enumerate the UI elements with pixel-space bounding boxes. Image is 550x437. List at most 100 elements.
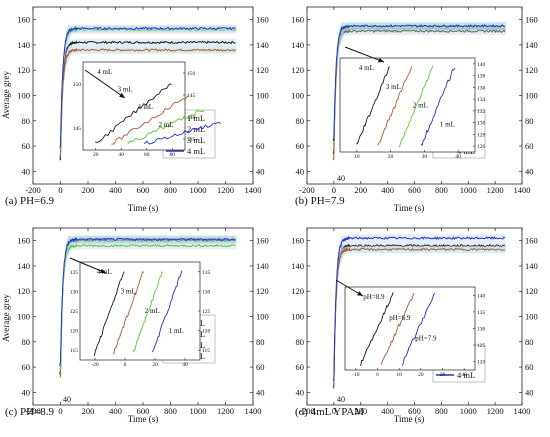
x-tick-label: 600	[408, 185, 421, 195]
y-tick-label: 40	[296, 166, 305, 176]
inset-line	[111, 95, 189, 145]
y-tick-label: 140	[291, 40, 304, 50]
inset-y-tick-label: 140	[477, 62, 486, 68]
x-tick-label: 400	[381, 185, 394, 195]
callout-arrowhead	[357, 291, 363, 296]
y-tick-label-right: 40	[525, 387, 534, 397]
y-axis-label: Average grey	[1, 70, 11, 119]
x-tick-label: 600	[408, 406, 421, 416]
inset-x-tick-label: 0	[124, 362, 127, 368]
y-tick-label-right: 160	[525, 236, 538, 246]
x-tick-label: 1400	[514, 406, 531, 416]
inset-y-tick-label: 150	[187, 71, 196, 77]
y-tick-label: 60	[296, 141, 305, 151]
y-tick-label: 80	[22, 337, 31, 347]
callout-arrow	[69, 257, 107, 274]
y-tick-label-right: 60	[256, 141, 265, 151]
panel-label: (d) 4mL YPAM	[295, 406, 364, 418]
y-tick-label-right: 160	[256, 236, 269, 246]
y-tick-label-right: 100	[256, 91, 269, 101]
inset-label: pH=6.9	[389, 314, 411, 322]
inset-y-tick-label: 135	[187, 137, 196, 143]
series-line-3ml	[59, 243, 236, 370]
series-group	[332, 234, 506, 394]
inset-frame	[82, 61, 186, 151]
inset-y-tick-label: 120	[477, 360, 486, 366]
panel-label: (b) PH=7.9	[295, 195, 345, 207]
inset-line	[127, 110, 205, 144]
inset-y-tick-label: 135	[477, 310, 486, 316]
inset-x-tick-label: -20	[91, 362, 99, 368]
series-group	[59, 235, 237, 385]
y-tick-label: 120	[291, 65, 304, 75]
x-tick-label: -200	[25, 185, 41, 195]
inset-line	[356, 66, 390, 145]
y-tick-label-right: 60	[256, 362, 265, 372]
inset-frame	[339, 57, 476, 153]
inset-label: 2 mL	[145, 307, 160, 315]
series-line-2ml	[59, 47, 236, 158]
y-tick-label: 100	[17, 91, 30, 101]
y-tick-label-right: 140	[525, 40, 538, 50]
x-axis-label: Time (s)	[128, 414, 158, 424]
inset-y-tick-label-left: 150	[73, 82, 82, 88]
y-tick-label: 80	[296, 337, 305, 347]
x-tick-label: 0	[58, 406, 62, 416]
x-tick-label: 600	[137, 406, 150, 416]
inset-x-tick-label: 30	[422, 154, 428, 160]
y-tick-label-right: 100	[256, 312, 269, 322]
inset-y-tick-label: 130	[202, 289, 211, 295]
inset-label: 4 mL	[359, 64, 374, 72]
inset-x-tick-label: 10	[354, 154, 360, 160]
x-tick-label: -200	[299, 406, 315, 416]
x-tick-label: 800	[164, 406, 177, 416]
y-tick-label-right: 140	[256, 40, 269, 50]
y-tick-label-right: 80	[525, 337, 534, 347]
x-axis-label: Time (s)	[394, 203, 424, 213]
inset-line	[360, 292, 394, 366]
inset-label: 1 mL	[169, 327, 184, 335]
inset-x-tick-label: 20	[152, 362, 158, 368]
y-tick-label: 40	[296, 387, 305, 397]
callout-arrow	[84, 69, 126, 99]
x-tick-label: 600	[137, 185, 150, 195]
y-tick-label-right: 80	[256, 337, 265, 347]
inset-label: 2 mL	[413, 102, 428, 110]
annotation-label: 40	[337, 174, 345, 183]
x-tick-label: 1000	[190, 185, 207, 195]
series-line-4ml	[332, 235, 506, 381]
y-tick-label: 140	[17, 261, 30, 271]
y-tick-label-right: 120	[256, 286, 269, 296]
legend-label: 1 mL	[187, 113, 205, 123]
callout-arrowhead	[378, 57, 384, 63]
x-tick-label: 400	[109, 406, 122, 416]
inset-line	[143, 121, 221, 145]
x-tick-label: 1400	[245, 406, 262, 416]
inset-line	[401, 292, 436, 366]
x-tick-label: 1000	[190, 406, 207, 416]
inset: 10 20 30 40 126 128 130 132 134 136 138 140 4 mL 3 mL…	[339, 57, 486, 160]
y-tick-label-right: 40	[256, 387, 265, 397]
x-tick-label: 1200	[217, 406, 234, 416]
panel-label: (a) PH=6.9	[5, 195, 54, 207]
y-tick-label: 140	[17, 40, 30, 50]
inset-line	[151, 270, 183, 353]
y-tick-label: 120	[17, 286, 30, 296]
y-tick-label-right: 100	[525, 91, 538, 101]
inset-x-tick-label: 20	[418, 372, 424, 378]
inset: -10 0 10 20 30 40 120 125 130 135 140 pH=8.9 pH=6.9 p…	[344, 286, 486, 378]
inset-label: pH=8.9	[363, 293, 385, 301]
y-tick-label: 80	[296, 116, 305, 126]
y-tick-label-right: 120	[525, 286, 538, 296]
series-line-4ml	[59, 236, 236, 366]
x-tick-label: 400	[381, 406, 394, 416]
series-line-2ml	[332, 246, 505, 388]
inset-line	[113, 270, 144, 355]
series-line-1ml	[333, 243, 505, 389]
inset-y-tick-label: 120	[202, 329, 211, 335]
panel-label: (c) PH=8.9	[5, 406, 54, 418]
inset-y-tick-label-left: 120	[70, 329, 79, 335]
